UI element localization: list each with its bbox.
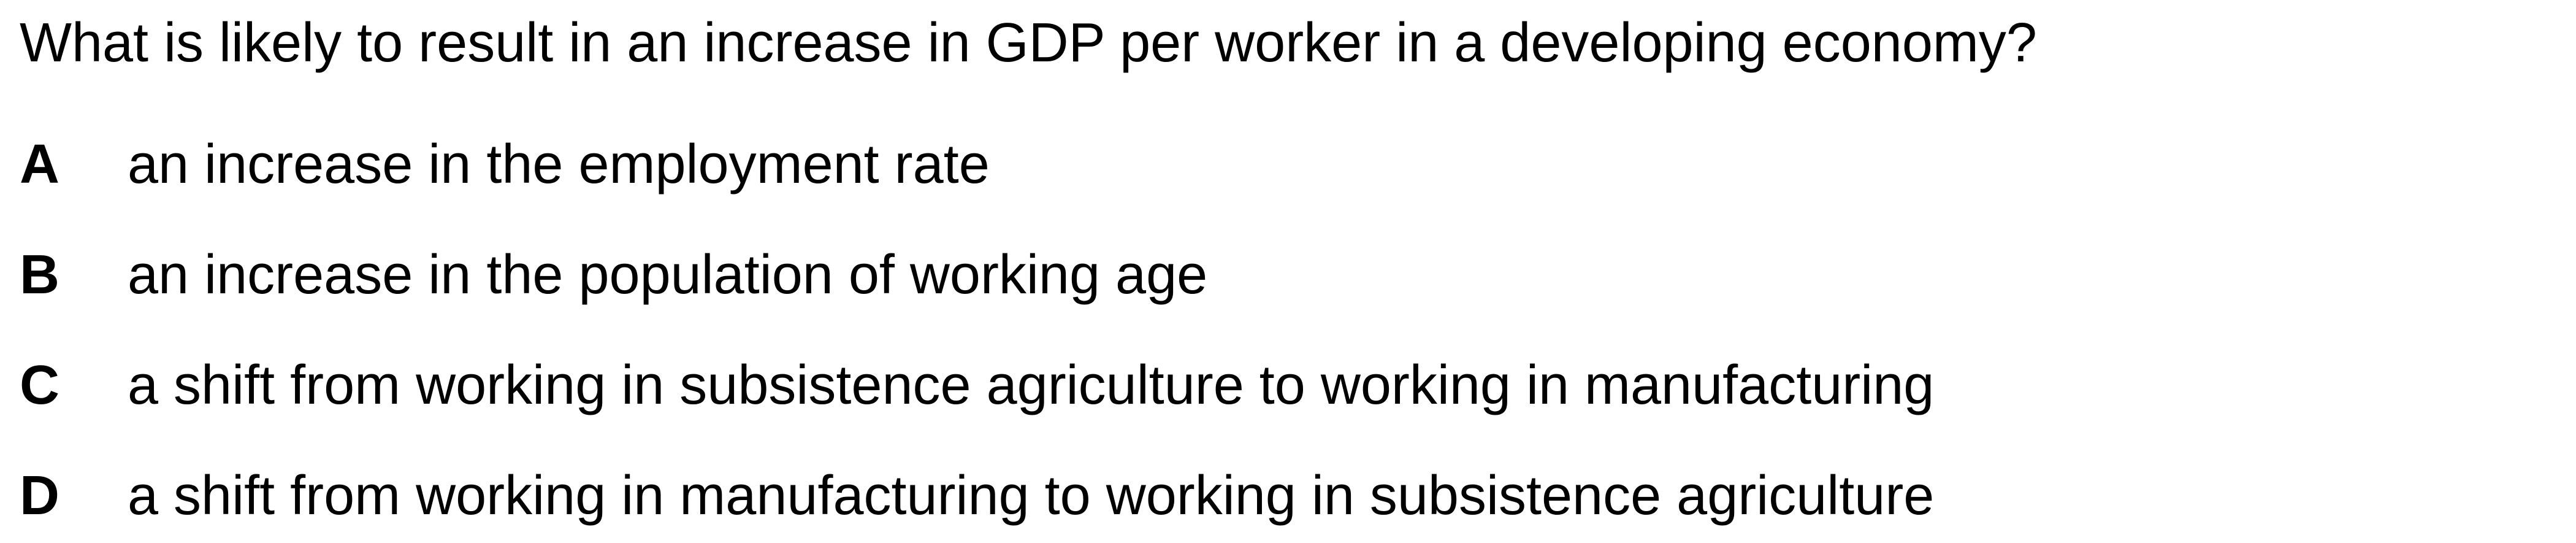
option-text: an increase in the population of working… <box>128 239 1207 310</box>
option-letter: C <box>20 350 128 421</box>
option-letter: B <box>20 239 128 310</box>
option-text: a shift from working in manufacturing to… <box>128 460 1934 531</box>
option-text: a shift from working in subsistence agri… <box>128 350 1934 421</box>
option-letter: A <box>20 129 128 200</box>
option-text: an increase in the employment rate <box>128 129 990 200</box>
option-letter: D <box>20 460 128 531</box>
option-a[interactable]: A an increase in the employment rate <box>20 129 990 200</box>
option-c[interactable]: C a shift from working in subsistence ag… <box>20 350 1934 421</box>
question-text: What is likely to result in an increase … <box>20 7 2037 79</box>
option-b[interactable]: B an increase in the population of worki… <box>20 239 1207 310</box>
option-d[interactable]: D a shift from working in manufacturing … <box>20 460 1934 531</box>
